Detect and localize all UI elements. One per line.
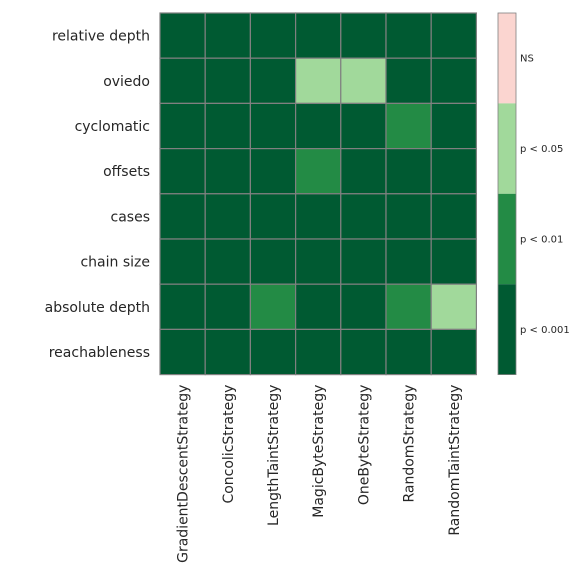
colorbar-label: p < 0.01 (520, 235, 563, 246)
heatmap-cell-5-5 (385, 238, 432, 285)
row-label: relative depth (52, 29, 150, 45)
heatmap-cell-7-5 (385, 328, 432, 376)
row-label: reachableness (49, 345, 150, 361)
heatmap-cell-7-4 (340, 328, 387, 376)
row-label: offsets (103, 164, 150, 180)
heatmap-cell-6-6 (430, 283, 478, 331)
heatmap-cell-3-6 (430, 148, 478, 195)
colorbar-label: p < 0.05 (520, 144, 563, 155)
heatmap-cell-5-2 (249, 238, 297, 285)
heatmap-cell-6-5 (385, 283, 432, 331)
heatmap-cell-1-3 (295, 57, 342, 105)
colorbar-label: NS (520, 54, 534, 65)
heatmap-cell-6-3 (295, 283, 342, 331)
heatmap-cell-6-2 (249, 283, 297, 331)
heatmap-cell-2-5 (385, 102, 432, 150)
heatmap-cell-6-4 (340, 283, 387, 331)
heatmap-cell-2-2 (249, 102, 297, 150)
row-label: oviedo (103, 74, 150, 90)
colorbar-segment (498, 284, 516, 375)
column-labels: GradientDescentStrategy ConcolicStrategy L… (176, 385, 463, 563)
heatmap-cell-3-0 (159, 148, 206, 195)
row-label: cyclomatic (75, 119, 150, 135)
heatmap-cell-1-6 (430, 57, 478, 105)
colorbar-frame (497, 12, 517, 376)
heatmap-cell-1-4 (340, 57, 387, 105)
heatmap-cell-5-4 (340, 238, 387, 285)
row-label: cases (111, 209, 150, 225)
heatmap-cell-5-1 (204, 238, 251, 285)
row-label: chain size (80, 255, 150, 271)
heatmap-cell-0-2 (249, 12, 297, 59)
heatmap-cell-5-6 (430, 238, 478, 285)
colorbar-label: p < 0.001 (520, 325, 570, 336)
column-label: OneByteStrategy (356, 385, 372, 505)
colorbar-segment (498, 103, 516, 194)
heatmap-cell-0-3 (295, 12, 342, 59)
column-label: MagicByteStrategy (311, 385, 327, 518)
heatmap-cell-1-0 (159, 57, 206, 105)
column-label: ConcolicStrategy (221, 385, 237, 504)
heatmap-cell-7-1 (204, 328, 251, 376)
heatmap-cell-4-0 (159, 193, 206, 240)
heatmap-cell-4-1 (204, 193, 251, 240)
heatmap-cell-0-4 (340, 12, 387, 59)
heatmap-cell-4-2 (249, 193, 297, 240)
heatmap-cell-7-3 (295, 328, 342, 376)
heatmap-cell-4-6 (430, 193, 478, 240)
heatmap-cell-2-4 (340, 102, 387, 150)
colorbar-segment (498, 193, 516, 285)
heatmap-cells (159, 12, 478, 376)
heatmap-cell-3-1 (204, 148, 251, 195)
heatmap-cell-3-5 (385, 148, 432, 195)
heatmap-cell-0-0 (159, 12, 206, 59)
heatmap-cell-6-1 (204, 283, 251, 331)
column-label: RandomStrategy (402, 385, 418, 503)
heatmap-cell-0-1 (204, 12, 251, 59)
heatmap-cell-5-3 (295, 238, 342, 285)
column-label: GradientDescentStrategy (176, 385, 192, 563)
heatmap-cell-1-1 (204, 57, 251, 105)
heatmap-cell-2-6 (430, 102, 478, 150)
heatmap-cell-2-1 (204, 102, 251, 150)
column-label: LengthTaintStrategy (266, 385, 282, 526)
heatmap-cell-1-5 (385, 57, 432, 105)
heatmap-cell-4-4 (340, 193, 387, 240)
heatmap-cell-0-6 (430, 12, 478, 59)
heatmap-cell-6-0 (159, 283, 206, 331)
heatmap-cell-3-2 (249, 148, 297, 195)
heatmap-cell-5-0 (159, 238, 206, 285)
heatmap-cell-3-4 (340, 148, 387, 195)
heatmap-cell-2-0 (159, 102, 206, 150)
heatmap-cell-3-3 (295, 148, 342, 195)
row-labels: relative depth oviedo cyclomatic offsets cas… (45, 29, 150, 361)
heatmap-cell-7-6 (430, 328, 478, 376)
heatmap-cell-4-3 (295, 193, 342, 240)
heatmap-cell-7-2 (249, 328, 297, 376)
colorbar-legend: NS p < 0.05 p < 0.01 p < 0.001 (497, 12, 570, 376)
heatmap-cell-1-2 (249, 57, 297, 105)
heatmap-cell-2-3 (295, 102, 342, 150)
heatmap-cell-7-0 (159, 328, 206, 376)
column-label: RandomTaintStrategy (447, 385, 463, 536)
row-label: absolute depth (45, 300, 150, 316)
heatmap-cell-4-5 (385, 193, 432, 240)
heatmap-cell-0-5 (385, 12, 432, 59)
colorbar-segment (498, 13, 516, 104)
